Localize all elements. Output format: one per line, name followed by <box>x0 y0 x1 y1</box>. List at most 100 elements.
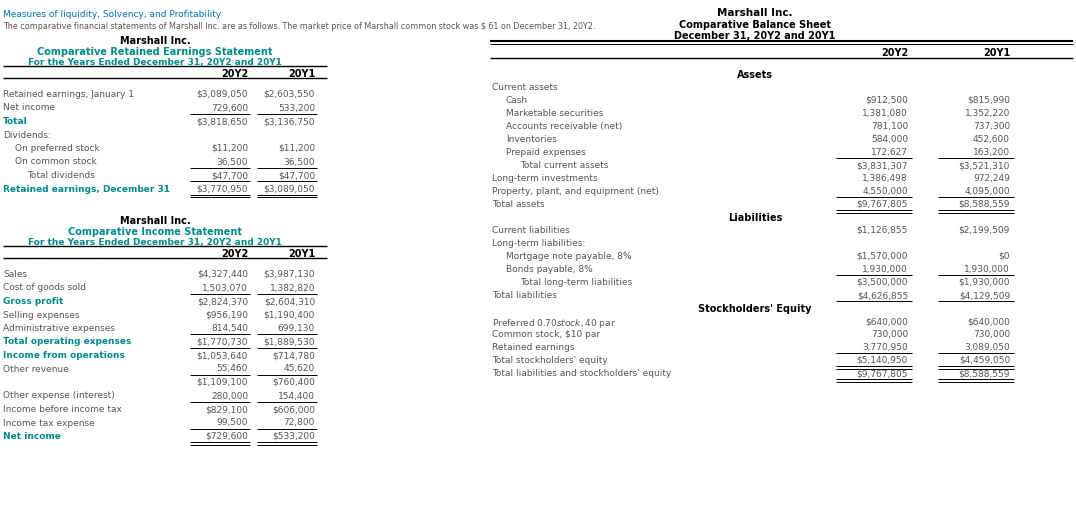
Text: Prepaid expenses: Prepaid expenses <box>506 148 585 157</box>
Text: 172,627: 172,627 <box>870 148 908 157</box>
Text: Net income: Net income <box>3 432 61 441</box>
Text: December 31, 20Y2 and 20Y1: December 31, 20Y2 and 20Y1 <box>675 31 836 41</box>
Text: $1,770,730: $1,770,730 <box>197 338 247 347</box>
Text: $3,089,050: $3,089,050 <box>264 185 315 194</box>
Text: 20Y2: 20Y2 <box>881 48 908 58</box>
Text: Current liabilities: Current liabilities <box>492 226 570 235</box>
Text: Marshall Inc.: Marshall Inc. <box>119 36 190 46</box>
Text: Common stock, $10 par: Common stock, $10 par <box>492 330 600 339</box>
Text: 20Y2: 20Y2 <box>221 249 247 259</box>
Text: 36,500: 36,500 <box>283 157 315 167</box>
Text: 1,381,080: 1,381,080 <box>862 109 908 118</box>
Text: $3,831,307: $3,831,307 <box>856 161 908 170</box>
Text: $11,200: $11,200 <box>278 144 315 153</box>
Text: $815,990: $815,990 <box>967 96 1010 105</box>
Text: $729,600: $729,600 <box>206 432 247 441</box>
Text: Cash: Cash <box>506 96 528 105</box>
Text: Inventories: Inventories <box>506 135 557 144</box>
Text: $1,930,000: $1,930,000 <box>959 278 1010 287</box>
Text: Retained earnings, January 1: Retained earnings, January 1 <box>3 90 134 99</box>
Text: 4,095,000: 4,095,000 <box>964 187 1010 196</box>
Text: Total assets: Total assets <box>492 200 544 209</box>
Text: $760,400: $760,400 <box>272 378 315 387</box>
Text: $11,200: $11,200 <box>211 144 247 153</box>
Text: Marshall Inc.: Marshall Inc. <box>119 216 190 226</box>
Text: 36,500: 36,500 <box>216 157 247 167</box>
Text: $3,987,130: $3,987,130 <box>264 270 315 279</box>
Text: For the Years Ended December 31, 20Y2 and 20Y1: For the Years Ended December 31, 20Y2 an… <box>28 238 282 247</box>
Text: On common stock: On common stock <box>15 157 97 167</box>
Text: Cost of goods sold: Cost of goods sold <box>3 284 86 292</box>
Text: 4,550,000: 4,550,000 <box>862 187 908 196</box>
Text: 452,600: 452,600 <box>973 135 1010 144</box>
Text: Marketable securities: Marketable securities <box>506 109 604 118</box>
Text: 729,600: 729,600 <box>211 104 247 113</box>
Text: Preferred $0.70 stock, $40 par: Preferred $0.70 stock, $40 par <box>492 317 615 330</box>
Text: $4,129,509: $4,129,509 <box>959 291 1010 300</box>
Text: 814,540: 814,540 <box>211 324 247 333</box>
Text: $9,767,805: $9,767,805 <box>856 369 908 378</box>
Text: $1,126,855: $1,126,855 <box>856 226 908 235</box>
Text: Mortgage note payable, 8%: Mortgage note payable, 8% <box>506 252 632 261</box>
Text: $1,109,100: $1,109,100 <box>197 378 247 387</box>
Text: 737,300: 737,300 <box>973 122 1010 131</box>
Text: Bonds payable, 8%: Bonds payable, 8% <box>506 265 593 274</box>
Text: Income from operations: Income from operations <box>3 351 125 360</box>
Text: Gross profit: Gross profit <box>3 297 63 306</box>
Text: $1,889,530: $1,889,530 <box>264 338 315 347</box>
Text: Total: Total <box>3 117 28 126</box>
Text: $8,588,559: $8,588,559 <box>959 200 1010 209</box>
Text: 154,400: 154,400 <box>278 391 315 400</box>
Text: 72,800: 72,800 <box>284 419 315 428</box>
Text: $5,140,950: $5,140,950 <box>856 356 908 365</box>
Text: $1,190,400: $1,190,400 <box>264 310 315 319</box>
Text: Other expense (interest): Other expense (interest) <box>3 391 115 400</box>
Text: 1,503,070: 1,503,070 <box>202 284 247 292</box>
Text: 1,930,000: 1,930,000 <box>862 265 908 274</box>
Text: 730,000: 730,000 <box>870 330 908 339</box>
Text: Sales: Sales <box>3 270 27 279</box>
Text: For the Years Ended December 31, 20Y2 and 20Y1: For the Years Ended December 31, 20Y2 an… <box>28 58 282 67</box>
Text: Current assets: Current assets <box>492 83 557 92</box>
Text: $9,767,805: $9,767,805 <box>856 200 908 209</box>
Text: $2,603,550: $2,603,550 <box>264 90 315 99</box>
Text: 533,200: 533,200 <box>278 104 315 113</box>
Text: $533,200: $533,200 <box>272 432 315 441</box>
Text: 280,000: 280,000 <box>211 391 247 400</box>
Text: $3,136,750: $3,136,750 <box>264 117 315 126</box>
Text: Income before income tax: Income before income tax <box>3 405 122 414</box>
Text: $4,327,440: $4,327,440 <box>197 270 247 279</box>
Text: Property, plant, and equipment (net): Property, plant, and equipment (net) <box>492 187 659 196</box>
Text: Total liabilities and stockholders' equity: Total liabilities and stockholders' equi… <box>492 369 671 378</box>
Text: $606,000: $606,000 <box>272 405 315 414</box>
Text: Total operating expenses: Total operating expenses <box>3 338 131 347</box>
Text: 1,352,220: 1,352,220 <box>964 109 1010 118</box>
Text: $4,626,855: $4,626,855 <box>856 291 908 300</box>
Text: 20Y1: 20Y1 <box>287 249 315 259</box>
Text: Total current assets: Total current assets <box>520 161 608 170</box>
Text: $3,818,650: $3,818,650 <box>197 117 247 126</box>
Text: Administrative expenses: Administrative expenses <box>3 324 115 333</box>
Text: Comparative Retained Earnings Statement: Comparative Retained Earnings Statement <box>38 47 272 57</box>
Text: 1,386,498: 1,386,498 <box>862 174 908 183</box>
Text: 781,100: 781,100 <box>870 122 908 131</box>
Text: Comparative Income Statement: Comparative Income Statement <box>68 227 242 237</box>
Text: 55,460: 55,460 <box>216 365 247 373</box>
Text: Assets: Assets <box>737 70 773 80</box>
Text: Retained earnings: Retained earnings <box>492 343 575 352</box>
Text: $2,824,370: $2,824,370 <box>197 297 247 306</box>
Text: $912,500: $912,500 <box>865 96 908 105</box>
Text: $829,100: $829,100 <box>206 405 247 414</box>
Text: Total long-term liabilities: Total long-term liabilities <box>520 278 633 287</box>
Text: Total stockholders' equity: Total stockholders' equity <box>492 356 608 365</box>
Text: $47,700: $47,700 <box>278 171 315 180</box>
Text: Other revenue: Other revenue <box>3 365 69 373</box>
Text: $8,588,559: $8,588,559 <box>959 369 1010 378</box>
Text: Total liabilities: Total liabilities <box>492 291 557 300</box>
Text: 730,000: 730,000 <box>973 330 1010 339</box>
Text: 972,249: 972,249 <box>973 174 1010 183</box>
Text: Stockholders' Equity: Stockholders' Equity <box>698 304 811 314</box>
Text: Long-term investments: Long-term investments <box>492 174 597 183</box>
Text: 20Y1: 20Y1 <box>287 69 315 79</box>
Text: Dividends:: Dividends: <box>3 130 51 139</box>
